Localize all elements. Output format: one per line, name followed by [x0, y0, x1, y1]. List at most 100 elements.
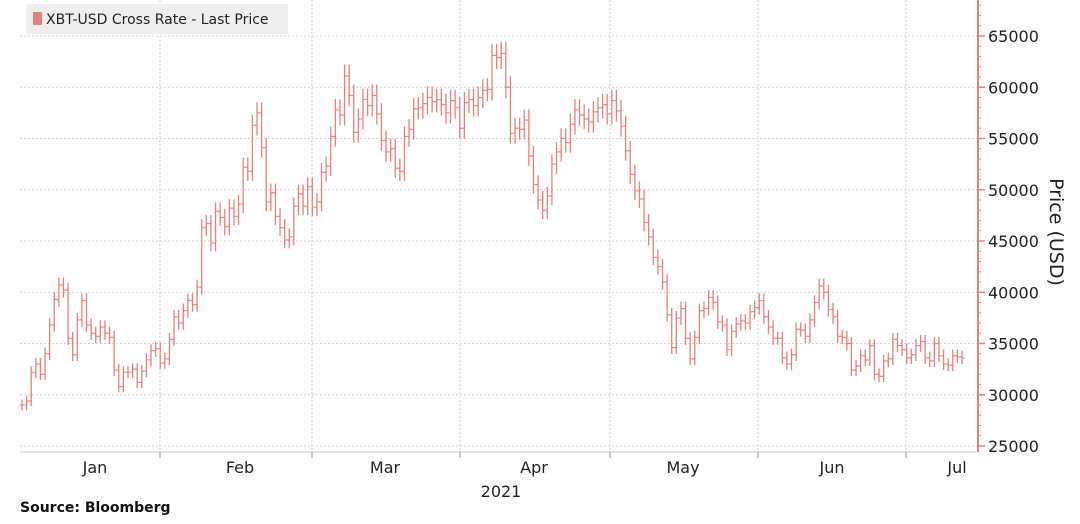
- price-bar: [904, 343, 909, 365]
- price-bar: [374, 84, 380, 125]
- price-bar: [743, 314, 748, 330]
- price-bar: [217, 202, 223, 227]
- price-bar: [98, 320, 103, 343]
- x-axis-month-label: Apr: [520, 458, 548, 477]
- price-bar: [545, 186, 550, 220]
- price-bar: [268, 183, 274, 212]
- price-bar: [945, 357, 951, 372]
- price-bar: [591, 101, 596, 133]
- price-bar: [111, 330, 117, 377]
- price-bar: [881, 354, 886, 383]
- price-bar: [185, 293, 191, 318]
- price-bar: [259, 102, 264, 158]
- price-bar: [204, 214, 209, 237]
- price-bar: [798, 322, 803, 337]
- price-bar: [738, 314, 744, 331]
- x-axis-year-label: 2021: [481, 482, 522, 501]
- price-bar: [618, 100, 624, 137]
- price-bar: [70, 331, 75, 362]
- price-bar: [448, 89, 453, 124]
- price-bar: [720, 315, 725, 332]
- price-bar: [780, 331, 785, 365]
- x-axis-month-label: Jul: [946, 458, 966, 477]
- price-bar: [936, 337, 942, 363]
- price-bar: [941, 349, 946, 371]
- price-bar: [213, 202, 218, 252]
- price-bar: [554, 141, 559, 174]
- x-axis-month-label: May: [666, 458, 699, 477]
- price-bar: [535, 175, 541, 210]
- price-bar: [563, 128, 568, 153]
- price-bar: [485, 78, 490, 102]
- y-axis-tick-label: 30000: [988, 386, 1039, 405]
- price-bar: [747, 304, 753, 330]
- y-axis-tick-label: 35000: [988, 335, 1039, 354]
- price-bar: [346, 64, 352, 107]
- price-bar: [757, 293, 762, 315]
- price-bar: [462, 91, 467, 139]
- price-bar: [107, 326, 112, 344]
- price-bar: [125, 366, 131, 379]
- price-bar: [19, 399, 25, 411]
- price-bar: [323, 156, 329, 182]
- price-bar: [296, 184, 301, 216]
- price-bar: [646, 213, 651, 246]
- price-bar: [803, 323, 808, 343]
- price-bar: [669, 307, 674, 354]
- price-bar: [549, 154, 555, 206]
- price-bar: [227, 199, 232, 236]
- price-bar: [664, 274, 670, 322]
- price-bar: [586, 108, 591, 133]
- price-bar: [291, 197, 297, 246]
- y-axis-tick-label: 45000: [988, 232, 1039, 251]
- price-bar: [895, 332, 900, 352]
- price-bar: [121, 366, 126, 393]
- price-bar: [568, 113, 573, 153]
- price-bar: [697, 303, 702, 344]
- y-axis-tick-label: 25000: [988, 437, 1039, 456]
- price-bar: [517, 117, 522, 140]
- y-axis-tick-label: 55000: [988, 130, 1039, 149]
- y-axis-title: Price (USD): [1045, 178, 1067, 286]
- price-bar: [789, 348, 794, 371]
- y-axis-tick-label: 50000: [988, 181, 1039, 200]
- price-bar: [600, 93, 605, 119]
- price-bar: [572, 99, 578, 135]
- price-bar: [56, 277, 62, 307]
- price-bar: [231, 199, 237, 226]
- price-bar: [595, 97, 601, 123]
- price-bar: [360, 88, 366, 130]
- legend-swatch: [33, 12, 42, 25]
- y-axis-tick-label: 60000: [988, 78, 1039, 97]
- price-bar: [406, 118, 412, 147]
- price-bar: [250, 114, 255, 181]
- legend-background: [26, 4, 288, 34]
- price-bar: [277, 207, 283, 237]
- price-bar: [144, 353, 149, 378]
- x-axis-month-label: Feb: [226, 458, 254, 477]
- price-bar: [715, 295, 720, 329]
- price-bar: [434, 88, 439, 113]
- price-bar: [489, 43, 495, 101]
- price-bar: [139, 365, 145, 389]
- price-bar: [356, 108, 361, 143]
- price-bar: [674, 310, 679, 354]
- price-bar: [558, 128, 564, 162]
- price-bar: [531, 146, 536, 194]
- price-bar: [830, 302, 836, 324]
- price-bar: [793, 322, 799, 362]
- price-bar: [254, 102, 260, 136]
- price-bar: [503, 41, 509, 99]
- price-bar: [305, 177, 310, 216]
- price-bar: [134, 363, 140, 389]
- price-bar: [171, 309, 177, 346]
- price-bar: [853, 359, 859, 377]
- price-bar: [761, 293, 767, 324]
- price-bar: [52, 292, 57, 332]
- price-bar: [826, 284, 831, 317]
- price-bar: [79, 293, 85, 327]
- price-bar: [75, 313, 80, 362]
- price-bar: [867, 339, 873, 367]
- price-bar: [471, 88, 476, 117]
